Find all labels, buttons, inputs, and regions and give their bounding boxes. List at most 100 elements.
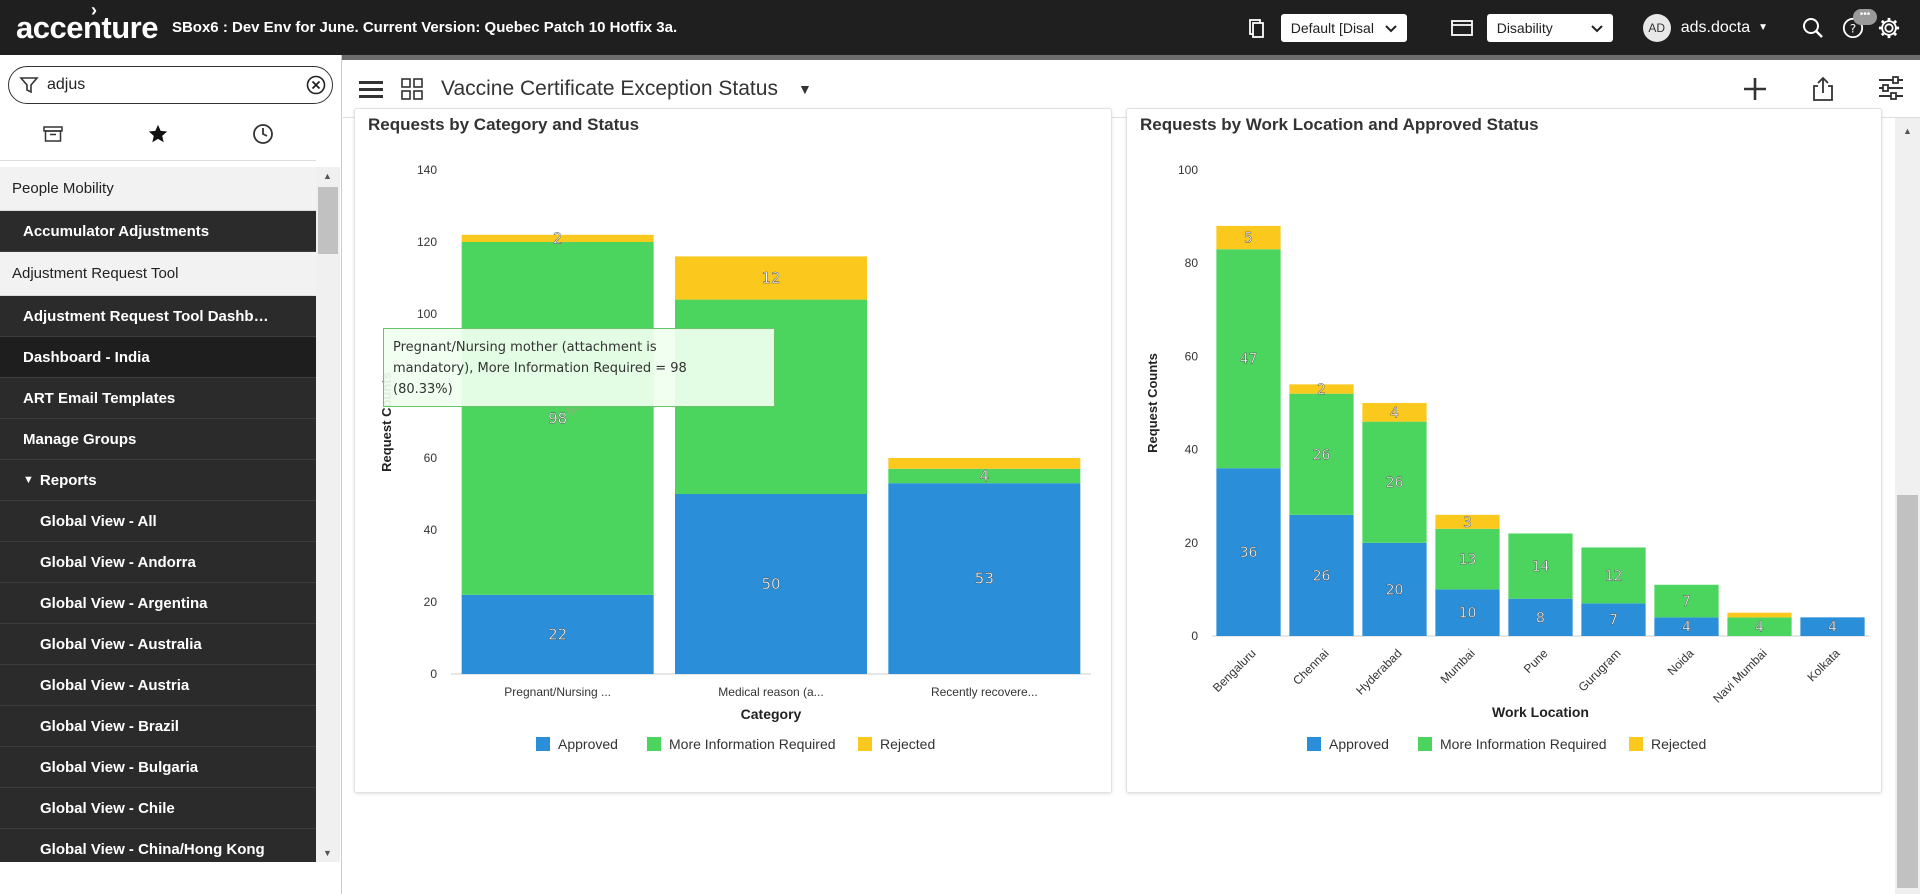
nav-module-item[interactable]: Global View - Argentina (0, 583, 316, 624)
data-label: 12 (761, 269, 780, 287)
dashboard-switcher-caret-icon[interactable]: ▼ (797, 80, 812, 97)
nav-item-label: Global View - China/Hong Kong (40, 840, 265, 858)
bar-segment (1362, 421, 1427, 543)
accenture-logo[interactable]: accenture › (16, 0, 158, 46)
chevron-down-icon (1590, 20, 1603, 36)
dashboard-settings-sliders-icon[interactable] (1878, 76, 1904, 105)
navigator-scrollbar[interactable]: ▲ ▼ (316, 167, 340, 862)
scroll-up-icon[interactable]: ▲ (323, 171, 332, 181)
bar-segment (1289, 384, 1354, 394)
nav-item-label: Global View - All (40, 512, 157, 530)
legend-label: More Information Required (669, 736, 836, 752)
nav-module-item[interactable]: ▼ Reports (0, 460, 316, 501)
navigator-scrollbar-thumb[interactable] (318, 187, 338, 254)
nav-item-label: Global View - Andorra (40, 553, 196, 571)
nav-item-label: People Mobility (12, 180, 114, 197)
nav-item-label: ART Email Templates (23, 389, 176, 407)
nav-module-item[interactable]: Global View - Bulgaria (0, 747, 316, 788)
clear-filter-icon[interactable] (306, 75, 326, 95)
legend-swatch (858, 737, 872, 751)
legend-swatch (536, 737, 550, 751)
hamburger-menu-icon[interactable] (359, 79, 383, 99)
help-icon[interactable]: ? ••• (1842, 8, 1877, 39)
nav-module-item[interactable]: Manage Groups (0, 419, 316, 460)
scroll-down-icon[interactable]: ▼ (323, 848, 332, 858)
x-tick-label: Medical reason (a... (718, 685, 823, 699)
data-label: 7 (1609, 613, 1618, 629)
y-tick-label: 0 (430, 667, 437, 681)
data-label: 98 (548, 409, 567, 427)
nav-module-item[interactable]: Dashboard - India (0, 337, 316, 378)
settings-gear-icon[interactable] (1878, 17, 1900, 39)
category-chart-panel: Requests by Category and Status 02040608… (354, 108, 1112, 793)
filter-navigator-input[interactable]: adjus (8, 66, 333, 104)
application-select[interactable]: Disability (1486, 13, 1613, 42)
x-tick-label: Kolkata (1804, 646, 1842, 684)
grid-view-icon[interactable] (401, 77, 423, 100)
x-tick-label: Mumbai (1438, 646, 1478, 686)
domain-select[interactable]: Default [Disal (1280, 13, 1407, 42)
domain-picker-icon[interactable] (1245, 17, 1267, 39)
dashboard-title[interactable]: Vaccine Certificate Exception Status (441, 76, 778, 100)
nav-item-label: Global View - Bulgaria (40, 758, 199, 776)
bar-segment (888, 468, 1081, 484)
user-menu-caret-icon[interactable]: ▼ (1758, 22, 1768, 33)
nav-item-label: Global View - Australia (40, 635, 202, 653)
x-tick-label: Navi Mumbai (1710, 646, 1769, 705)
nav-module-item[interactable]: Global View - Australia (0, 624, 316, 665)
legend-swatch (647, 737, 661, 751)
nav-module-item[interactable]: Global View - Brazil (0, 706, 316, 747)
bar-segment (1216, 225, 1281, 250)
add-widget-icon[interactable] (1742, 76, 1768, 107)
data-label: 47 (1240, 352, 1258, 368)
bar-segment (1216, 249, 1281, 469)
content-scrollbar-thumb[interactable] (1897, 495, 1918, 888)
legend-label: More Information Required (1440, 736, 1607, 752)
legend-label: Rejected (1651, 736, 1706, 752)
legend-label: Rejected (880, 736, 935, 752)
data-label: 3 (1463, 515, 1472, 531)
nav-module-item[interactable]: Global View - All (0, 501, 316, 542)
tab-all-applications[interactable] (0, 113, 105, 160)
nav-module-item[interactable]: Global View - Andorra (0, 542, 316, 583)
y-tick-label: 60 (1185, 349, 1199, 363)
navigator-list: People Mobility Accumulator Adjustments Ad… (0, 167, 316, 862)
data-label: 22 (548, 625, 567, 643)
data-label: 4 (1828, 620, 1837, 636)
x-tick-label: Pregnant/Nursing ... (504, 685, 611, 699)
share-icon[interactable] (1812, 76, 1834, 107)
legend-swatch (1418, 737, 1432, 751)
nav-module-item[interactable]: Adjustment Request Tool Dashb… (0, 296, 316, 337)
data-label: 50 (761, 575, 780, 593)
data-label: 2 (1317, 382, 1326, 398)
user-name[interactable]: ads.docta (1680, 18, 1751, 36)
data-label: 12 (1605, 568, 1623, 584)
nav-module-item[interactable]: Global View - Chile (0, 788, 316, 829)
nav-section-header[interactable]: Adjustment Request Tool (0, 252, 316, 296)
bar-segment (675, 256, 867, 300)
nav-module-item[interactable]: Global View - China/Hong Kong (0, 829, 316, 862)
nav-item-label: Reports (39, 471, 97, 489)
expand-caret-icon[interactable]: ▼ (23, 474, 34, 486)
content-scrollbar[interactable]: ▲ (1895, 118, 1920, 894)
nav-module-item[interactable]: Global View - Austria (0, 665, 316, 706)
chevron-down-icon (1384, 20, 1397, 36)
nav-section-header[interactable]: People Mobility (0, 167, 316, 211)
user-avatar[interactable]: AD (1642, 13, 1671, 42)
bar-segment (461, 242, 654, 595)
tab-history[interactable] (211, 113, 316, 160)
archive-icon (42, 125, 63, 148)
application-picker-icon[interactable] (1450, 17, 1473, 39)
tab-favorites[interactable] (105, 113, 210, 160)
clock-icon (252, 123, 274, 150)
y-tick-label: 120 (417, 235, 437, 249)
data-label: 4 (1390, 405, 1399, 421)
search-icon[interactable] (1802, 17, 1824, 39)
nav-module-item[interactable]: ART Email Templates (0, 378, 316, 419)
x-axis-label: Work Location (1492, 704, 1589, 720)
top-bar-actions: Default [Disal Disability AD ads.docta ▼… (1245, 0, 1920, 55)
bar-segment (1727, 612, 1792, 618)
nav-module-item[interactable]: Accumulator Adjustments (0, 211, 316, 252)
x-tick-label: Gurugram (1576, 646, 1624, 694)
scroll-up-icon[interactable]: ▲ (1903, 126, 1912, 136)
